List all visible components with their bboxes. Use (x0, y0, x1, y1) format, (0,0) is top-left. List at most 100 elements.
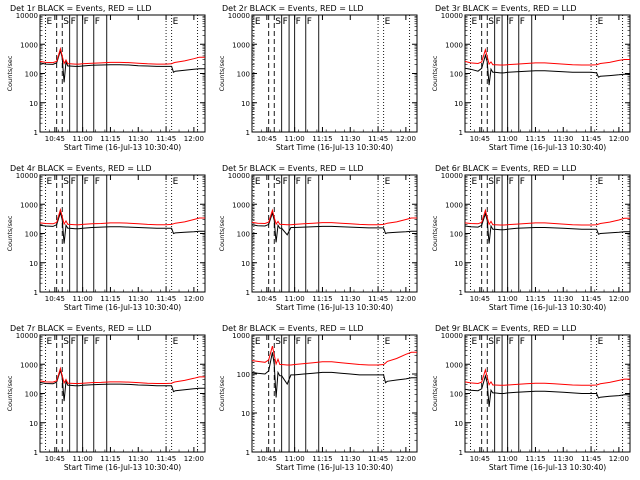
x-tick-label: 11:30 (553, 455, 573, 463)
x-tick-label: 12:00 (396, 455, 416, 463)
event-marker-label: F (283, 177, 288, 187)
x-tick-label: 10:45 (45, 455, 65, 463)
x-tick-label: 11:15 (525, 135, 545, 143)
x-axis-label: Start Time (16-Jul-13 10:30:40) (64, 463, 181, 472)
x-tick-label: 11:15 (312, 135, 332, 143)
chart-title: Det 1r BLACK = Events, RED = LLD (10, 4, 152, 13)
y-tick-label: 100 (25, 71, 38, 79)
event-marker-label: F (296, 17, 301, 27)
y-tick-label: 1 (34, 289, 38, 297)
event-marker-label: E (173, 177, 179, 187)
x-tick-label: 11:30 (340, 295, 360, 303)
series-line-lld (39, 207, 205, 226)
event-marker-label: E (385, 337, 391, 347)
series-line-events (464, 373, 630, 407)
y-tick-label: 1 (246, 129, 250, 137)
x-tick-label: 11:00 (498, 295, 518, 303)
y-axis-label: Counts/sec (6, 215, 14, 251)
x-tick-label: 11:15 (312, 455, 332, 463)
chart-panel-9: Det 9r BLACK = Events, RED = LLD 1 10 100 10… (431, 324, 631, 472)
x-tick-label: 11:30 (128, 135, 148, 143)
event-marker-label: F (71, 17, 76, 27)
y-tick-label: 10 (454, 420, 463, 428)
x-tick-label: 10:45 (257, 295, 277, 303)
y-tick-label: 10 (454, 260, 463, 268)
x-tick-label: 10:45 (470, 135, 490, 143)
event-marker-label: F (509, 17, 514, 27)
event-marker-label: F (84, 177, 89, 187)
x-tick-label: 11:45 (156, 135, 176, 143)
event-marker-label: E (598, 17, 604, 27)
y-tick-label: 10000 (441, 172, 463, 180)
y-tick-label: 1000 (20, 361, 38, 369)
x-tick-label: 11:15 (100, 135, 120, 143)
y-axis-label: Counts/sec (218, 55, 226, 91)
y-tick-label: 10000 (228, 12, 250, 20)
x-tick-label: 11:15 (100, 295, 120, 303)
event-marker-label: E (472, 177, 478, 187)
series-line-events (251, 352, 417, 398)
y-tick-label: 10000 (16, 12, 38, 20)
y-tick-label: 10000 (441, 332, 463, 340)
y-tick-label: 100 (25, 231, 38, 239)
event-marker-label: F (71, 177, 76, 187)
y-axis-label: Counts/sec (431, 375, 439, 411)
chart-title: Det 4r BLACK = Events, RED = LLD (10, 164, 152, 173)
x-tick-label: 11:00 (285, 455, 305, 463)
y-tick-label: 1000 (20, 41, 38, 49)
y-axis-label: Counts/sec (6, 375, 14, 411)
event-marker-label: S (275, 337, 281, 347)
y-tick-label: 1 (34, 449, 38, 457)
y-tick-label: 100 (237, 371, 250, 379)
x-tick-label: 11:00 (73, 135, 93, 143)
x-tick-label: 10:45 (470, 295, 490, 303)
chart-title: Det 9r BLACK = Events, RED = LLD (435, 324, 577, 333)
x-tick-label: 11:30 (128, 455, 148, 463)
y-tick-label: 1 (459, 289, 463, 297)
event-marker-label: F (496, 337, 501, 347)
y-tick-label: 10 (241, 260, 250, 268)
y-tick-label: 10 (454, 100, 463, 108)
x-tick-label: 11:45 (581, 295, 601, 303)
y-tick-label: 10 (29, 420, 38, 428)
event-marker-label: F (84, 337, 89, 347)
x-axis-label: Start Time (16-Jul-13 10:30:40) (276, 463, 393, 472)
series-line-events (464, 211, 630, 244)
x-axis-label: Start Time (16-Jul-13 10:30:40) (489, 463, 606, 472)
x-tick-label: 11:15 (525, 455, 545, 463)
x-axis-label: Start Time (16-Jul-13 10:30:40) (64, 143, 181, 152)
y-tick-label: 1000 (445, 361, 463, 369)
x-tick-label: 11:00 (285, 135, 305, 143)
y-tick-label: 1000 (445, 41, 463, 49)
event-marker-label: S (63, 337, 69, 347)
event-marker-label: E (598, 337, 604, 347)
x-tick-label: 12:00 (609, 455, 629, 463)
series-line-lld (464, 47, 630, 66)
y-tick-label: 100 (450, 71, 463, 79)
x-axis-label: Start Time (16-Jul-13 10:30:40) (489, 303, 606, 312)
x-tick-label: 11:00 (73, 295, 93, 303)
y-tick-label: 10 (241, 100, 250, 108)
event-marker-label: F (296, 177, 301, 187)
event-marker-label: F (496, 177, 501, 187)
x-tick-label: 12:00 (184, 295, 204, 303)
event-marker-label: E (255, 337, 261, 347)
event-marker-label: E (173, 17, 179, 27)
event-marker-label: E (472, 337, 478, 347)
series-line-lld (39, 366, 205, 385)
chart-title: Det 3r BLACK = Events, RED = LLD (435, 4, 577, 13)
x-tick-label: 11:15 (525, 295, 545, 303)
x-tick-label: 11:45 (368, 295, 388, 303)
x-tick-label: 10:45 (45, 295, 65, 303)
series-line-lld (251, 208, 417, 226)
chart-title: Det 2r BLACK = Events, RED = LLD (222, 4, 364, 13)
y-axis-label: Counts/sec (6, 55, 14, 91)
series-line-lld (464, 208, 630, 226)
x-tick-label: 10:45 (470, 455, 490, 463)
event-marker-label: F (95, 177, 100, 187)
chart-title: Det 6r BLACK = Events, RED = LLD (435, 164, 577, 173)
y-tick-label: 10 (241, 410, 250, 418)
event-marker-label: S (275, 17, 281, 27)
event-marker-label: F (296, 337, 301, 347)
